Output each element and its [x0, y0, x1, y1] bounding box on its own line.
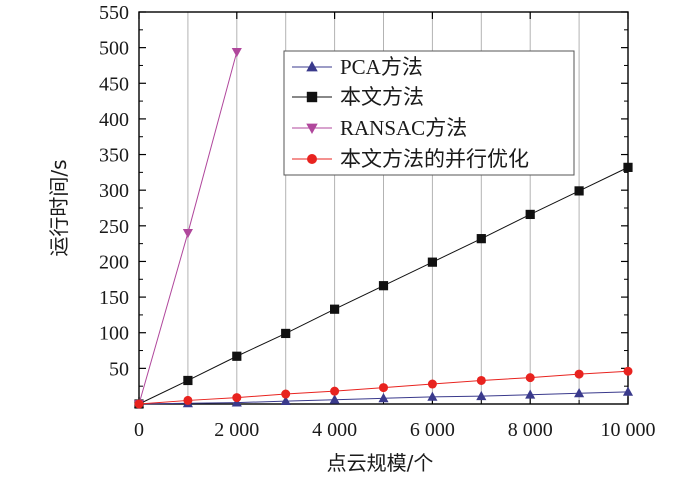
x-axis-title: 点云规模/个 [327, 451, 434, 475]
data-point [232, 393, 242, 403]
x-tick-label: 6 000 [410, 419, 455, 441]
data-point [378, 393, 389, 403]
y-tick-label: 50 [109, 358, 129, 380]
axis-ticks: 50 100 150 200 250 300 350 400 450 500 550 0 2 000 4 … [99, 2, 656, 441]
data-point [476, 390, 487, 401]
y-tick-label: 250 [99, 216, 129, 238]
data-point [280, 395, 291, 406]
y-tick-label: 450 [99, 73, 129, 95]
data-point [134, 399, 144, 409]
data-point [183, 395, 193, 405]
legend-label: RANSAC方法 [340, 116, 467, 140]
legend-box [283, 50, 575, 176]
x-tick-label: 2 000 [214, 419, 259, 441]
data-point [476, 234, 486, 244]
data-point [427, 379, 437, 389]
data-point [330, 386, 340, 396]
data-point [182, 229, 193, 239]
data-point [525, 389, 536, 399]
legend-marker [306, 61, 318, 72]
data-point [330, 304, 340, 314]
x-tick-label: 0 [134, 419, 144, 441]
data-point [623, 366, 633, 376]
data-point [231, 48, 242, 58]
data-point [622, 386, 634, 396]
data-point [525, 373, 535, 383]
y-tick-label: 500 [99, 38, 129, 60]
data-point [183, 375, 193, 386]
legend-label: PCA方法 [340, 55, 423, 79]
data-point [281, 328, 291, 339]
data-point [525, 209, 535, 220]
legend-marker [306, 123, 318, 134]
data-point [574, 369, 584, 379]
y-tick-label: 200 [99, 251, 129, 273]
series-2 [134, 162, 633, 409]
y-tick-label: 550 [99, 2, 129, 24]
data-point [281, 389, 291, 399]
data-point [427, 391, 438, 401]
legend-label: 本文方法的并行优化 [340, 147, 529, 171]
data-point [476, 375, 486, 385]
series-4 [134, 366, 633, 409]
y-axis-title: 运行时间/s [47, 159, 71, 256]
data-point [574, 186, 584, 196]
y-tick-label: 400 [99, 109, 129, 131]
y-tick-label: 150 [99, 287, 129, 309]
data-point [427, 257, 437, 267]
data-point [378, 281, 389, 291]
legend-marker [307, 154, 317, 164]
y-tick-label: 100 [99, 323, 129, 345]
legend-label: 本文方法 [340, 85, 424, 109]
x-tick-label: 10 000 [601, 419, 656, 441]
x-tick-label: 4 000 [312, 419, 357, 441]
data-point [379, 383, 388, 393]
legend-marker [306, 91, 318, 103]
data-point [232, 351, 242, 361]
y-tick-label: 350 [99, 145, 129, 167]
y-tick-label: 300 [99, 180, 129, 202]
data-point [329, 394, 340, 404]
series-layer [133, 48, 634, 410]
data-point [623, 162, 633, 172]
data-point [574, 388, 585, 398]
x-tick-label: 8 000 [508, 419, 553, 441]
